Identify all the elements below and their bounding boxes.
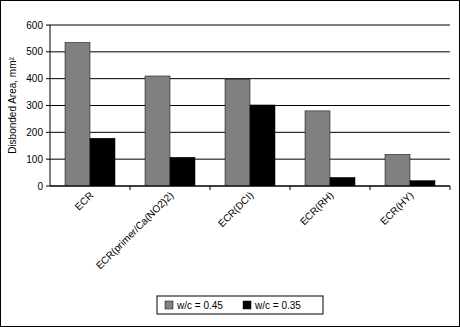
legend: w/c = 0.45 w/c = 0.35 <box>157 296 323 314</box>
y-axis-label: Disbonded Area, mm² <box>7 56 18 153</box>
chart: 0 100 200 300 400 500 600 ECRECR(primer/Ca(NO2)… <box>0 0 460 327</box>
y-tick-label: 200 <box>26 127 43 138</box>
y-tick <box>46 186 50 187</box>
bars <box>65 42 435 186</box>
y-tick <box>46 159 50 160</box>
y-tick-label: 400 <box>26 73 43 84</box>
y-tick-label: 0 <box>37 181 43 192</box>
bar <box>145 76 170 186</box>
grid-line <box>50 186 450 187</box>
bar <box>225 79 250 186</box>
legend-swatch <box>165 301 173 309</box>
y-axis <box>50 25 51 186</box>
grid-line <box>50 51 450 52</box>
bar <box>330 177 355 186</box>
chart-border <box>1 1 460 327</box>
y-tick-label: 100 <box>26 154 43 165</box>
bar <box>410 181 435 186</box>
x-tick <box>370 186 371 190</box>
y-tick <box>46 132 50 133</box>
x-tick <box>290 186 291 190</box>
x-tick-label: ECR(HY) <box>378 190 415 227</box>
y-tick-label: 600 <box>26 20 43 31</box>
x-tick-label: ECR(primer/Ca(NO2)2) <box>94 190 176 272</box>
bar <box>250 105 275 186</box>
bar <box>170 157 195 186</box>
legend-label: w/c = 0.45 <box>176 300 223 311</box>
bar <box>385 154 410 186</box>
y-tick <box>46 78 50 79</box>
x-axis <box>50 186 450 187</box>
y-tick-label: 300 <box>26 100 43 111</box>
y-tick <box>46 25 50 26</box>
x-tick-label: ECR(DCI) <box>216 190 256 230</box>
grid-line <box>50 25 450 26</box>
y-tick <box>46 105 50 106</box>
y-tick-label: 500 <box>26 46 43 57</box>
bar <box>90 138 115 186</box>
x-tick <box>130 186 131 190</box>
legend-label: w/c = 0.35 <box>254 300 301 311</box>
bar <box>65 42 90 186</box>
x-tick <box>210 186 211 190</box>
x-tick <box>450 186 451 190</box>
y-tick <box>46 51 50 52</box>
x-tick-label: ECR <box>73 190 96 213</box>
legend-swatch <box>243 301 251 309</box>
bar <box>305 111 330 186</box>
legend-box <box>157 296 323 314</box>
x-tick-label: ECR(RH) <box>298 190 336 228</box>
